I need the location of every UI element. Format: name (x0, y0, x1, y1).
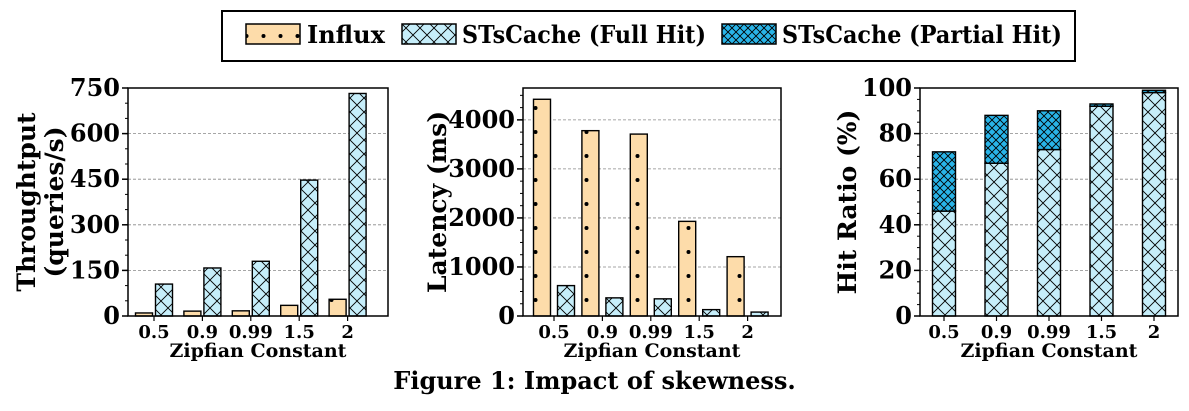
y-tick-label: 0 (498, 301, 515, 330)
bar-influx-1-5 (678, 220, 697, 317)
legend-swatch-influx (245, 23, 301, 45)
x-tick-label: 0.9 (587, 322, 618, 343)
bar-stscache-full-hit-0-5 (154, 283, 174, 317)
chart-throughput-axes: 0 150 300 450 600 750 0.5 0.9 0.99 1.5 2 (70, 73, 354, 343)
legend-label-influx: Influx (307, 20, 386, 49)
x-tick-label: 0.99 (629, 322, 673, 343)
x-tick-label: 0.5 (538, 322, 569, 343)
x-tick-label: 1.5 (284, 322, 315, 343)
x-tick-label: 0.5 (138, 322, 169, 343)
y-tick-label: 2000 (448, 203, 515, 232)
bar-stscache-partial-hit-1-5 (1089, 103, 1114, 107)
y-tick-label: 0 (103, 301, 120, 330)
bar-stscache-full-hit-1-5 (300, 179, 319, 317)
chart-hit-ratio-xlabel: Zipfian Constant (961, 340, 1138, 362)
legend-label-partial-hit: STsCache (Partial Hit) (782, 20, 1062, 49)
y-tick-label: 600 (70, 119, 120, 148)
chart-throughput-frame (127, 87, 389, 317)
y-tick-label: 1000 (448, 252, 515, 281)
bar-stscache-full-hit-1-5 (702, 308, 721, 317)
y-tick-label: 80 (879, 119, 912, 148)
chart-hit-ratio-axes: 0 20 40 60 80 100 0.5 0.9 0.99 1.5 2 (862, 73, 1160, 343)
y-tick-label: 0 (895, 301, 912, 330)
bar-stscache-partial-hit-0-9 (984, 114, 1009, 164)
bar-stscache-full-hit-0-99 (1036, 148, 1062, 317)
chart-latency-grid (523, 119, 781, 268)
legend: Influx STsCache (Full Hit) STsCache (Par… (221, 10, 1076, 62)
bar-stscache-full-hit-2 (348, 92, 367, 317)
chart-latency-ylabel: Latency (ms) (423, 111, 452, 293)
chart-latency-bars (532, 98, 769, 317)
y-tick-label: 100 (862, 73, 912, 102)
bar-stscache-full-hit-2 (1141, 91, 1167, 317)
x-tick-label: 2 (741, 322, 754, 343)
x-tick-label: 2 (341, 322, 354, 343)
y-tick-label: 60 (879, 164, 912, 193)
chart-throughput-ylabel-line2: (queries/s) (40, 126, 69, 277)
bar-influx-0-5 (532, 98, 552, 317)
bar-influx-0-99 (629, 133, 648, 317)
x-tick-label: 0.9 (981, 322, 1012, 343)
chart-throughput-bars (134, 92, 367, 317)
y-tick-label: 40 (879, 210, 912, 239)
bar-influx-1-5 (280, 304, 299, 317)
y-tick-label: 4000 (448, 105, 515, 134)
bar-stscache-full-hit-0-5 (556, 284, 576, 317)
x-tick-label: 0.9 (187, 322, 218, 343)
chart-hit-ratio-grid (920, 133, 1178, 271)
bar-stscache-full-hit-0-9 (605, 297, 624, 317)
x-tick-label: 0.99 (229, 322, 273, 343)
chart-throughput-ylabel-line1: Throughtput (12, 112, 41, 292)
bar-stscache-full-hit-0-5 (931, 210, 957, 317)
bar-influx-2 (328, 298, 347, 317)
chart-hit-ratio-bars (931, 89, 1167, 317)
chart-hit-ratio: 0 20 40 60 80 100 0.5 0.9 0.99 1.5 2 Hit Ratio (%)… (833, 73, 1179, 362)
y-tick-label: 3000 (448, 154, 515, 183)
y-tick-label: 300 (70, 210, 120, 239)
y-tick-label: 20 (879, 255, 912, 284)
legend-label-full-hit: STsCache (Full Hit) (462, 20, 706, 49)
x-tick-label: 0.5 (928, 322, 959, 343)
bar-stscache-full-hit-0-99 (251, 260, 271, 317)
x-tick-label: 1.5 (684, 322, 715, 343)
bar-stscache-partial-hit-0-5 (931, 151, 957, 212)
bar-stscache-full-hit-0-99 (653, 298, 672, 317)
bar-stscache-full-hit-1-5 (1089, 105, 1114, 317)
figure-caption: Figure 1: Impact of skewness. (393, 366, 796, 395)
y-tick-label: 750 (70, 73, 120, 102)
bar-influx-0-9 (581, 129, 600, 317)
x-tick-label: 2 (1148, 322, 1161, 343)
legend-swatch-partial-hit (721, 23, 777, 45)
bar-stscache-full-hit-0-9 (203, 267, 222, 317)
legend-swatch-full-hit (401, 23, 457, 45)
chart-hit-ratio-ylabel: Hit Ratio (%) (833, 110, 862, 295)
chart-latency-xlabel: Zipfian Constant (564, 340, 741, 362)
chart-latency-axes: 0 1000 2000 3000 4000 0.5 0.9 0.99 1.5 2 (448, 94, 754, 343)
bar-stscache-partial-hit-0-99 (1036, 110, 1062, 151)
chart-latency: 0 1000 2000 3000 4000 0.5 0.9 0.99 1.5 2 Latency … (423, 87, 782, 362)
y-tick-label: 450 (70, 164, 120, 193)
chart-latency-frame (522, 87, 782, 317)
legend-frame (221, 10, 1076, 62)
chart-throughput-xlabel: Zipfian Constant (170, 340, 347, 362)
x-tick-label: 1.5 (1086, 322, 1117, 343)
figure: Influx STsCache (Full Hit) STsCache (Par… (12, 10, 1179, 362)
bar-stscache-full-hit-0-9 (984, 162, 1009, 317)
bar-influx-2 (726, 255, 745, 317)
bar-influx-0-99 (231, 310, 251, 317)
bar-stscache-partial-hit-2 (1141, 89, 1167, 94)
y-tick-label: 150 (70, 255, 120, 284)
chart-throughput: 0 150 300 450 600 750 0.5 0.9 0.99 1.5 2 Throughtp… (12, 73, 389, 362)
x-tick-label: 0.99 (1027, 322, 1071, 343)
